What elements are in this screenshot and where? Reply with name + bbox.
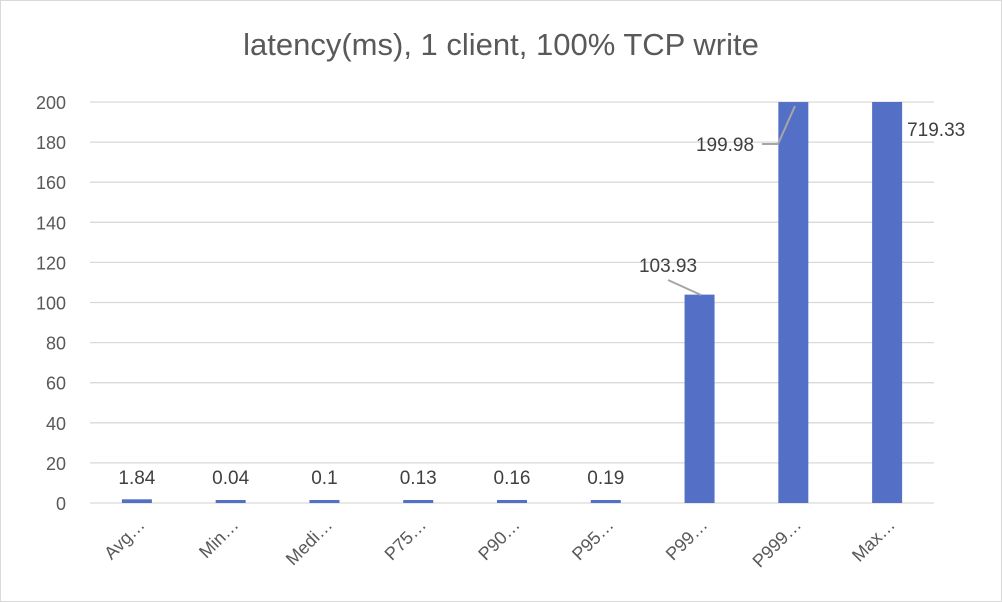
y-tick-label: 80 <box>46 334 66 354</box>
bar <box>684 294 715 503</box>
x-tick-label: Medi… <box>282 515 336 569</box>
y-tick-label: 20 <box>46 454 66 474</box>
bar <box>121 499 152 503</box>
x-tick-label: P90… <box>474 515 524 565</box>
y-tick-label: 180 <box>36 133 66 153</box>
x-tick-label: P95… <box>568 515 618 565</box>
bars <box>121 102 903 503</box>
chart-title: latency(ms), 1 client, 100% TCP write <box>243 27 759 62</box>
y-tick-label: 140 <box>36 213 66 233</box>
data-label: 0.16 <box>494 468 531 489</box>
x-tick-label: P999… <box>749 515 806 572</box>
y-tick-label: 40 <box>46 414 66 434</box>
x-tick-label: Max… <box>848 515 899 566</box>
data-label: 0.04 <box>212 468 249 489</box>
bar <box>497 500 527 503</box>
y-tick-label: 120 <box>36 253 66 273</box>
data-label: 0.19 <box>587 468 624 489</box>
data-label: 103.93 <box>639 256 697 277</box>
y-tick-label: 0 <box>56 494 66 514</box>
bar <box>403 500 434 503</box>
y-tick-label: 60 <box>46 374 66 394</box>
y-axis: 0 20 40 60 80 100 120 140 160 180 200 <box>36 93 66 514</box>
y-tick-label: 160 <box>36 173 66 193</box>
x-tick-label: Min… <box>195 515 242 562</box>
bar <box>778 102 809 503</box>
x-tick-label: Avg… <box>100 515 149 564</box>
data-label: 0.1 <box>311 468 337 489</box>
label-leader-line <box>777 105 796 145</box>
label-leader-line <box>667 279 702 296</box>
bar <box>872 102 903 503</box>
data-label: 199.98 <box>696 135 754 156</box>
data-labels: 1.84 0.04 0.1 0.13 0.16 0.19 103.93 199.98 719.3… <box>118 105 965 489</box>
bar <box>590 500 621 503</box>
data-label: 1.84 <box>118 468 155 489</box>
y-tick-label: 100 <box>36 294 66 314</box>
data-label: 0.13 <box>400 468 437 489</box>
x-tick-label: P75… <box>381 515 431 565</box>
bar <box>309 500 340 503</box>
bar <box>215 500 246 503</box>
y-tick-label: 200 <box>36 93 66 113</box>
x-axis: Avg… Min… Medi… P75… P90… P95… P99… P999… Max… <box>100 515 899 572</box>
data-label: 719.33 <box>907 120 965 141</box>
x-tick-label: P99… <box>662 515 712 565</box>
